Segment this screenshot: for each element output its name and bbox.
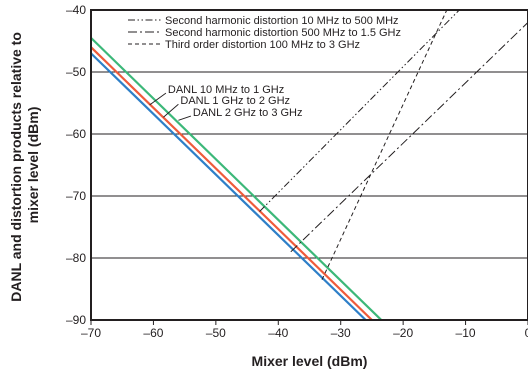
- x-tick-label: –60: [143, 326, 163, 340]
- x-tick-label: –30: [331, 326, 351, 340]
- y-tick-label: –90: [66, 313, 86, 327]
- annotation-pointer-2: [163, 103, 179, 118]
- x-axis-title: Mixer level (dBm): [252, 353, 368, 369]
- legend-label-3: Third order distortion 100 MHz to 3 GHz: [165, 39, 360, 51]
- y-axis-title: DANL and distortion products relative to…: [8, 28, 41, 302]
- annotation-label-2: DANL 1 GHz to 2 GHz: [180, 95, 290, 107]
- x-tick-label: –40: [268, 326, 288, 340]
- legend-label-1: Second harmonic distortion 10 MHz to 500…: [165, 15, 399, 27]
- y-tick-label: –80: [66, 251, 86, 265]
- annotation-label-3: DANL 2 GHz to 3 GHz: [193, 107, 303, 119]
- x-tick-label: 0: [525, 326, 528, 340]
- x-tick-label: –70: [81, 326, 101, 340]
- series-lines: [91, 10, 528, 320]
- legend: Second harmonic distortion 10 MHz to 500…: [128, 15, 401, 51]
- legend-label-2: Second harmonic distortion 500 MHz to 1.…: [165, 27, 401, 39]
- plot-border: [90, 9, 528, 321]
- y-tick-label: –50: [66, 65, 86, 79]
- y-tick-label: –40: [66, 3, 86, 17]
- x-tick-label: –20: [393, 326, 413, 340]
- series-line-3: [91, 37, 383, 320]
- annotation-pointer-3: [178, 115, 192, 121]
- y-tick-label: –60: [66, 127, 86, 141]
- y-axis-title-line-2: mixer level (dBm): [25, 107, 41, 224]
- y-axis-title-line-1: DANL and distortion products relative to: [8, 32, 24, 302]
- series-line-5: [290, 22, 528, 253]
- series-line-4: [259, 10, 460, 212]
- y-axis-ticks: –90 –80 –70 –60 –50 –40: [66, 3, 86, 327]
- series-line-1: [91, 52, 367, 320]
- series-line-6: [321, 10, 448, 280]
- annotation-pointer-1: [149, 92, 167, 106]
- annotation-label-1: DANL 10 MHz to 1 GHz: [168, 84, 284, 96]
- y-tick-label: –70: [66, 189, 86, 203]
- series-line-2: [91, 46, 373, 320]
- x-tick-label: –50: [206, 326, 226, 340]
- x-tick-label: –10: [456, 326, 476, 340]
- plot-area: [91, 10, 528, 320]
- x-axis-ticks: –70 –60 –50 –40 –30 –20 –10 0: [81, 320, 528, 340]
